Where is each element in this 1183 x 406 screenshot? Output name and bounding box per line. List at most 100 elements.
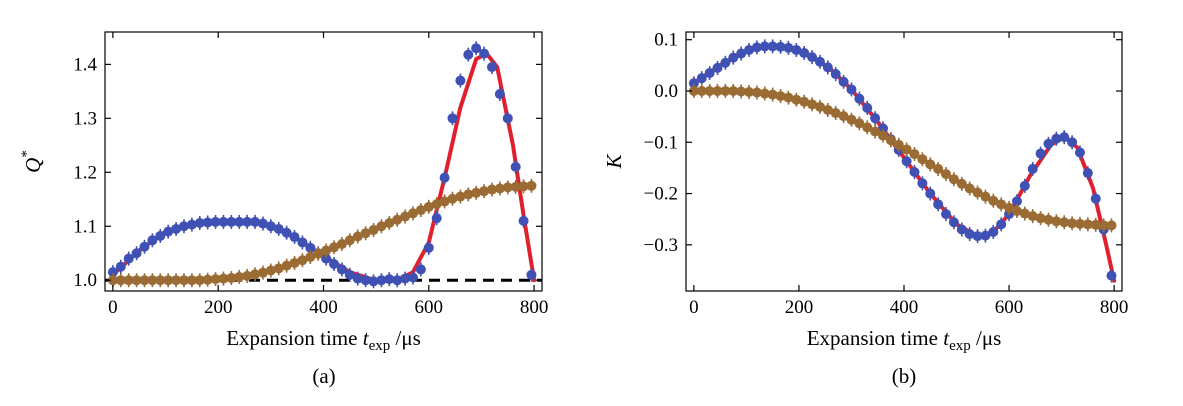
series-0-point <box>147 235 158 246</box>
series-0-point <box>712 62 723 73</box>
panel-a: 0 200 400 600 800 1.0 1.1 1.2 1.3 1.4 Expansion ti… <box>19 31 548 354</box>
series-1-point <box>171 275 182 286</box>
series-1-point <box>775 91 786 102</box>
series-0-point <box>1019 180 1030 191</box>
series-0-point <box>791 44 802 55</box>
series-1-point <box>202 274 213 285</box>
series-1-point <box>885 135 896 146</box>
series-1-point <box>838 111 849 122</box>
series-1-point <box>186 275 197 286</box>
series-0-point <box>210 216 221 227</box>
series-0-point <box>526 269 537 280</box>
x-tick-label: 0 <box>108 297 118 318</box>
series-0-point <box>352 273 363 284</box>
series-1-point <box>368 225 379 236</box>
series-1-point <box>502 182 513 193</box>
series-1-point <box>329 242 340 253</box>
series-1-point <box>696 85 707 96</box>
series-0-point <box>392 275 403 286</box>
series-0-point <box>704 68 715 79</box>
series-0-point <box>1090 193 1101 204</box>
series-0-point <box>471 43 482 54</box>
series-0-point <box>775 41 786 52</box>
series-0-point <box>123 253 134 264</box>
series-1-point <box>1027 211 1038 222</box>
series-1-point <box>980 191 991 202</box>
series-0-point <box>783 42 794 53</box>
x-tick-label: 200 <box>204 297 233 318</box>
series-0-point <box>423 242 434 253</box>
series-0-point <box>925 188 936 199</box>
series-1-point <box>1098 220 1109 231</box>
series-1-point <box>336 239 347 250</box>
series-1-point <box>526 180 537 191</box>
series-1-point <box>479 186 490 197</box>
series-0-point <box>1027 163 1038 174</box>
series-1-point <box>799 96 810 107</box>
series-1-point <box>791 94 802 105</box>
series-0-point <box>273 223 284 234</box>
series-0-point <box>870 113 881 124</box>
panel-b: 0 200 400 600 800 0.1 0.0 −0.1 −0.2 −0.3 Expansion… <box>602 30 1128 354</box>
x-tick-label: 600 <box>415 297 444 318</box>
series-0-point <box>321 253 332 264</box>
series-0-point <box>234 216 245 227</box>
panel-b-caption: (b) <box>892 364 917 388</box>
series-1-point <box>384 218 395 229</box>
series-1-point <box>431 199 442 210</box>
series-1-point <box>972 187 983 198</box>
series-0-point <box>305 242 316 253</box>
x-tick-label: 400 <box>890 297 919 318</box>
series-1-point <box>210 274 221 285</box>
series-0-point <box>1106 270 1117 281</box>
series-1-point <box>720 85 731 96</box>
series-1-point <box>305 252 316 263</box>
series-0-point <box>988 227 999 238</box>
series-1-point <box>870 126 881 137</box>
series-1-point <box>933 163 944 174</box>
x-tick-label: 800 <box>1100 297 1129 318</box>
series-0-point <box>131 248 142 259</box>
panel-a-caption: (a) <box>312 364 335 388</box>
series-1-point <box>194 275 205 286</box>
series-0-point <box>360 275 371 286</box>
series-0-point <box>933 199 944 210</box>
series-1-point <box>854 118 865 129</box>
series-1-point <box>1043 214 1054 225</box>
series-0-point <box>289 232 300 243</box>
series-1-point <box>273 263 284 274</box>
series-0-point <box>720 57 731 68</box>
series-1-point <box>830 108 841 119</box>
series-1-point <box>688 85 699 96</box>
series-1-point <box>131 275 142 286</box>
series-0-point <box>1082 168 1093 179</box>
series-1-point <box>704 85 715 96</box>
series-0-point <box>964 229 975 240</box>
series-1-point <box>1106 220 1117 231</box>
series-0-point <box>218 216 229 227</box>
y-tick-label: 1.3 <box>73 108 97 129</box>
series-1-point <box>123 275 134 286</box>
series-0-point <box>171 223 182 234</box>
series-0-point <box>431 213 442 224</box>
series-0-point <box>439 172 450 183</box>
series-1-point <box>744 87 755 98</box>
series-1-point <box>376 221 387 232</box>
series-1-point <box>139 275 150 286</box>
series-1-point <box>901 144 912 155</box>
series-1-point <box>439 196 450 207</box>
series-1-point <box>360 228 371 239</box>
x-tick-label: 400 <box>309 297 338 318</box>
series-1-point <box>1019 208 1030 219</box>
series-1-point <box>257 267 268 278</box>
series-0-point <box>463 49 474 60</box>
series-0-point <box>376 275 387 286</box>
x-axis-label: Expansion time texp /μs <box>807 326 1002 354</box>
series-0-point <box>941 209 952 220</box>
series-1-point <box>147 275 158 286</box>
series-0-point <box>447 113 458 124</box>
series-1-point <box>846 114 857 125</box>
series-0-point <box>862 102 873 113</box>
series-1-point <box>1051 216 1062 227</box>
series-1-point <box>909 149 920 160</box>
